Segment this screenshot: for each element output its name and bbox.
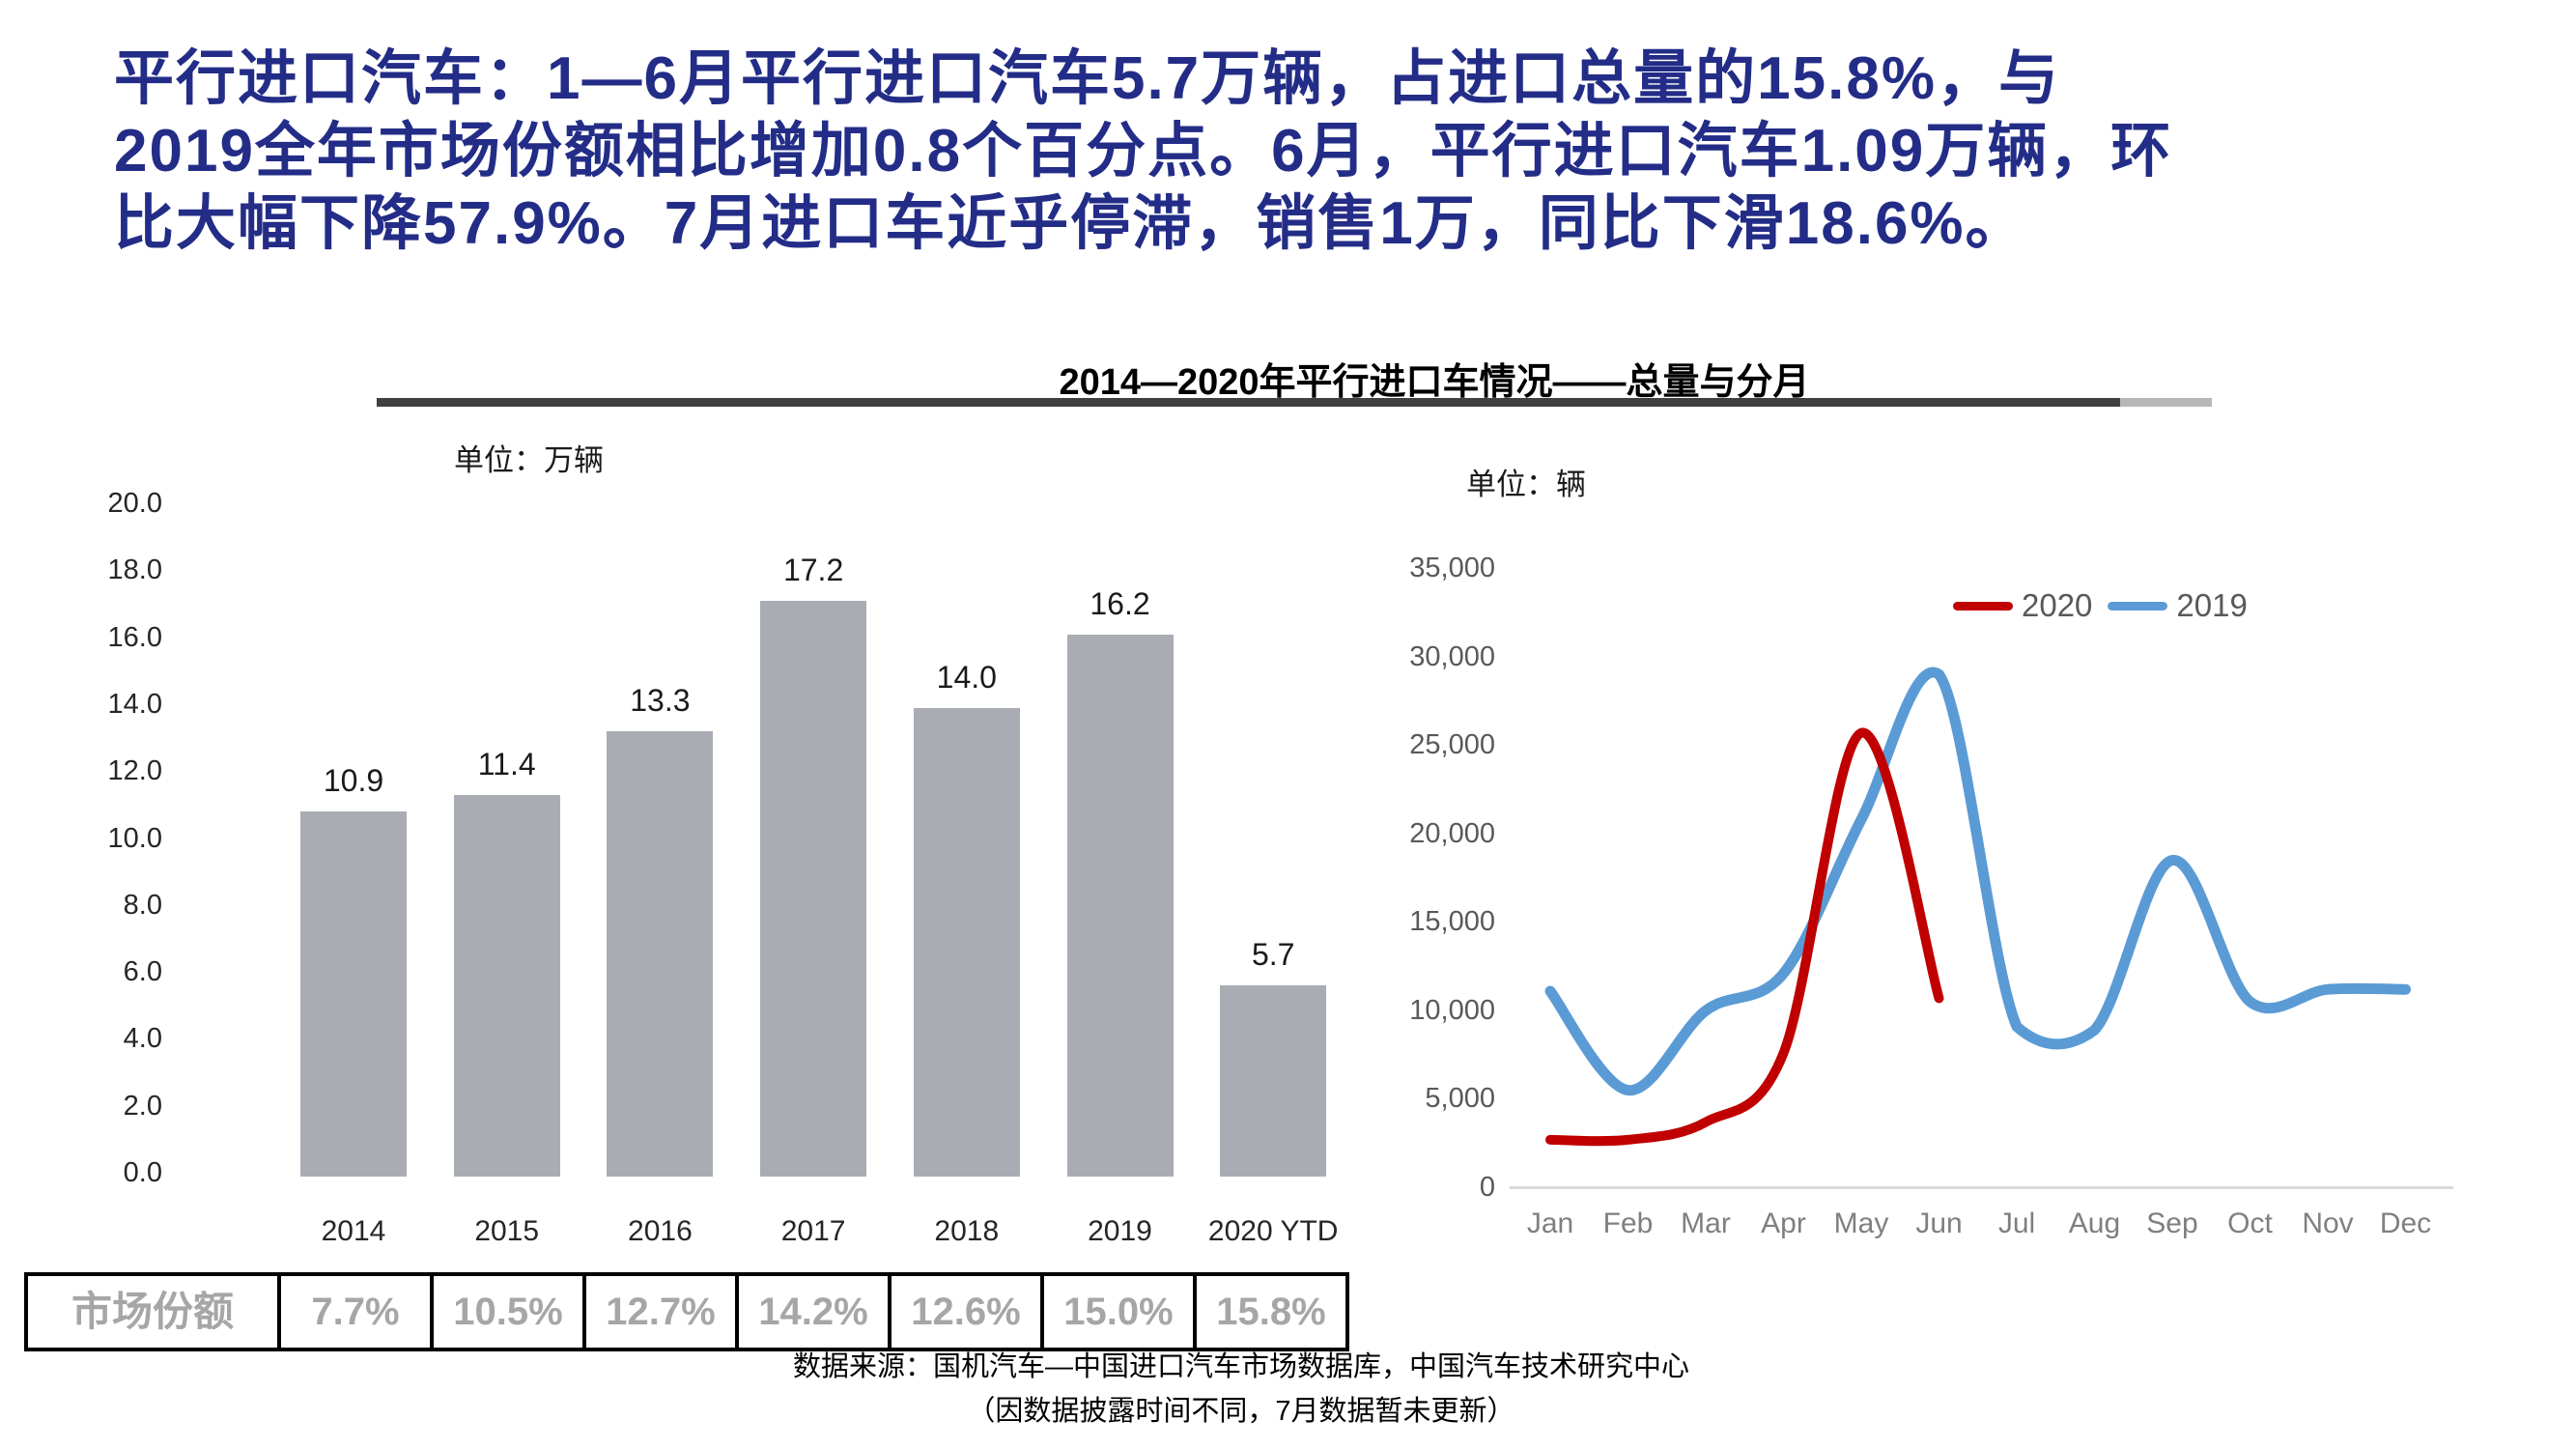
bar-chart-y-tick-label: 10.0 (107, 822, 162, 854)
bar-chart-x-tick-label: 2017 (780, 1215, 846, 1247)
bar (607, 731, 714, 1177)
bar-chart-x-tick-label: 2014 (321, 1215, 386, 1247)
bar (760, 601, 867, 1177)
line-chart-y-tick-label: 25,000 (1409, 729, 1495, 761)
line-chart-x-tick-label: Feb (1602, 1208, 1654, 1239)
line-chart-x-tick-label: Apr (1761, 1208, 1806, 1239)
bar-chart-y-tick-label: 8.0 (123, 889, 162, 921)
line-chart-x-axis (1510, 1186, 2453, 1189)
bar-chart-x-tick-label: 2016 (628, 1215, 693, 1247)
line-chart-y-tick-label: 30,000 (1409, 640, 1495, 672)
line-chart-x-tick-label: Dec (2379, 1208, 2432, 1239)
bar-chart-y-tick-label: 18.0 (107, 554, 162, 586)
market-share-value-cell: 15.8% (1216, 1291, 1326, 1333)
market-share-table: 市场份额 7.7% 10.5% 12.7% 14.2% 12.6% 15.0% 15.8% (24, 1272, 1349, 1351)
bar (453, 794, 560, 1177)
bar-chart-x-tick-label: 2019 (1088, 1215, 1152, 1247)
headline-line-2: 2019全年市场份额相比增加0.8个百分点。6月，平行进口汽车1.09万辆，环 (114, 118, 2173, 185)
bar-chart-x-tick-label: 2015 (474, 1215, 540, 1247)
line-chart-x-tick-label: Aug (2068, 1208, 2121, 1239)
title-divider-light (2120, 398, 2212, 407)
market-share-value-cell: 10.5% (434, 1276, 586, 1348)
bar (1220, 985, 1327, 1177)
bar-value-label: 16.2 (1090, 585, 1150, 621)
line-chart-y-tick-label: 20,000 (1409, 817, 1495, 849)
line-2019 (1544, 667, 2411, 1096)
line-chart-x-tick-label: Jan (1526, 1208, 1574, 1239)
market-share-value-cell: 14.2% (739, 1276, 892, 1348)
bar (913, 707, 1020, 1177)
line-chart-x-tick-label: Jun (1915, 1208, 1963, 1239)
market-share-label-cell: 市场份额 (28, 1276, 281, 1348)
line-chart-legend: 2020 2019 (1953, 587, 2248, 624)
market-share-value-cell: 12.6% (892, 1276, 1044, 1348)
footnote: 数据来源：国机汽车—中国进口汽车市场数据库，中国汽车技术研究中心 （因数据披露时… (386, 1345, 2096, 1434)
bar-value-label: 14.0 (936, 659, 997, 695)
bar-value-label: 5.7 (1251, 937, 1295, 973)
line-chart-unit-label: 单位：辆 (1466, 468, 1586, 501)
legend-label-2020: 2020 (2022, 587, 2093, 623)
market-share-value-cell: 15.0% (1044, 1276, 1197, 1348)
line-chart-x-tick-label: May (1833, 1208, 1889, 1239)
line-2020 (1545, 727, 1944, 1147)
line-chart-y-tick-label: 15,000 (1409, 906, 1495, 938)
bar-chart-y-tick-label: 2.0 (123, 1090, 162, 1122)
bar-chart-x-tick-label: 2018 (934, 1215, 1000, 1247)
line-chart-x-tick-label: Sep (2146, 1208, 2198, 1239)
bar-chart-y-tick-label: 20.0 (107, 488, 162, 519)
headline-line-1: 平行进口汽车：1—6月平行进口汽车5.7万辆，占进口总量的15.8%，与 (114, 45, 2060, 112)
line-chart-x-tick-label: Mar (1681, 1208, 1731, 1239)
line-chart-x-tick-label: Nov (2302, 1208, 2354, 1239)
bar-value-label: 10.9 (323, 763, 384, 799)
bar-value-label: 11.4 (477, 746, 536, 781)
title-divider-dark (377, 398, 2120, 407)
line-chart-y-tick-label: 0 (1479, 1171, 1495, 1203)
bar-value-label: 13.3 (630, 683, 691, 719)
bar-chart-y-tick-label: 12.0 (107, 755, 162, 787)
legend-swatch-2020 (1953, 601, 2013, 611)
line-chart-y-tick-label: 5,000 (1425, 1083, 1495, 1115)
line-chart-x-tick-label: Jul (1997, 1208, 2036, 1239)
footnote-source: 数据来源：国机汽车—中国进口汽车市场数据库，中国汽车技术研究中心 (792, 1351, 1689, 1382)
chart-section-title: 2014—2020年平行进口车情况——总量与分月 (1059, 362, 1810, 403)
bar-value-label: 17.2 (782, 553, 844, 588)
line-chart-y-tick-label: 35,000 (1409, 553, 1495, 583)
market-share-value-cell: 12.7% (586, 1276, 739, 1348)
bar-chart-y-tick-label: 4.0 (123, 1023, 162, 1055)
market-share-value-cell: 7.7% (281, 1276, 434, 1348)
legend-swatch-2019 (2108, 601, 2168, 611)
bar-chart-y-tick-label: 6.0 (123, 956, 162, 988)
bar-chart-x-tick-label: 2020 YTD (1207, 1215, 1339, 1247)
line-chart-y-tick-label: 10,000 (1409, 994, 1495, 1026)
line-chart-x-tick-label: Oct (2227, 1208, 2273, 1239)
bar-chart-y-tick-label: 16.0 (107, 621, 162, 653)
bar (300, 811, 407, 1177)
legend-label-2019: 2019 (2176, 587, 2248, 623)
footnote-note: （因数据披露时间不同，7月数据暂未更新） (967, 1396, 1515, 1427)
headline: 平行进口汽车：1—6月平行进口汽车5.7万辆，占进口总量的15.8%，与 201… (114, 43, 2172, 260)
bar (1066, 634, 1174, 1177)
bar-chart-unit-label: 单位：万辆 (454, 443, 604, 477)
bar-chart-y-tick-label: 14.0 (107, 688, 162, 720)
bar-chart-y-tick-label: 0.0 (123, 1157, 162, 1188)
headline-line-3: 比大幅下降57.9%。7月进口车近乎停滞，销售1万，同比下滑18.6%。 (114, 190, 2027, 257)
